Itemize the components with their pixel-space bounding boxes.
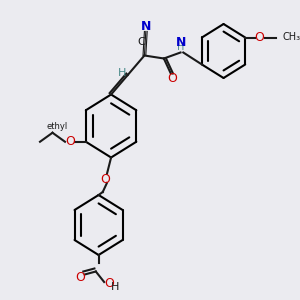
Text: H: H <box>117 68 126 79</box>
Text: ethyl: ethyl <box>46 122 67 131</box>
Text: N: N <box>176 36 186 50</box>
Text: O: O <box>75 271 85 284</box>
Text: N: N <box>141 20 151 34</box>
Text: H: H <box>111 281 119 292</box>
Text: H: H <box>177 42 185 52</box>
Text: O: O <box>65 135 75 148</box>
Text: O: O <box>255 31 265 44</box>
Text: O: O <box>100 173 110 186</box>
Text: CH₃: CH₃ <box>283 32 300 43</box>
Text: O: O <box>104 277 114 290</box>
Text: C: C <box>138 37 146 47</box>
Text: O: O <box>167 72 177 86</box>
